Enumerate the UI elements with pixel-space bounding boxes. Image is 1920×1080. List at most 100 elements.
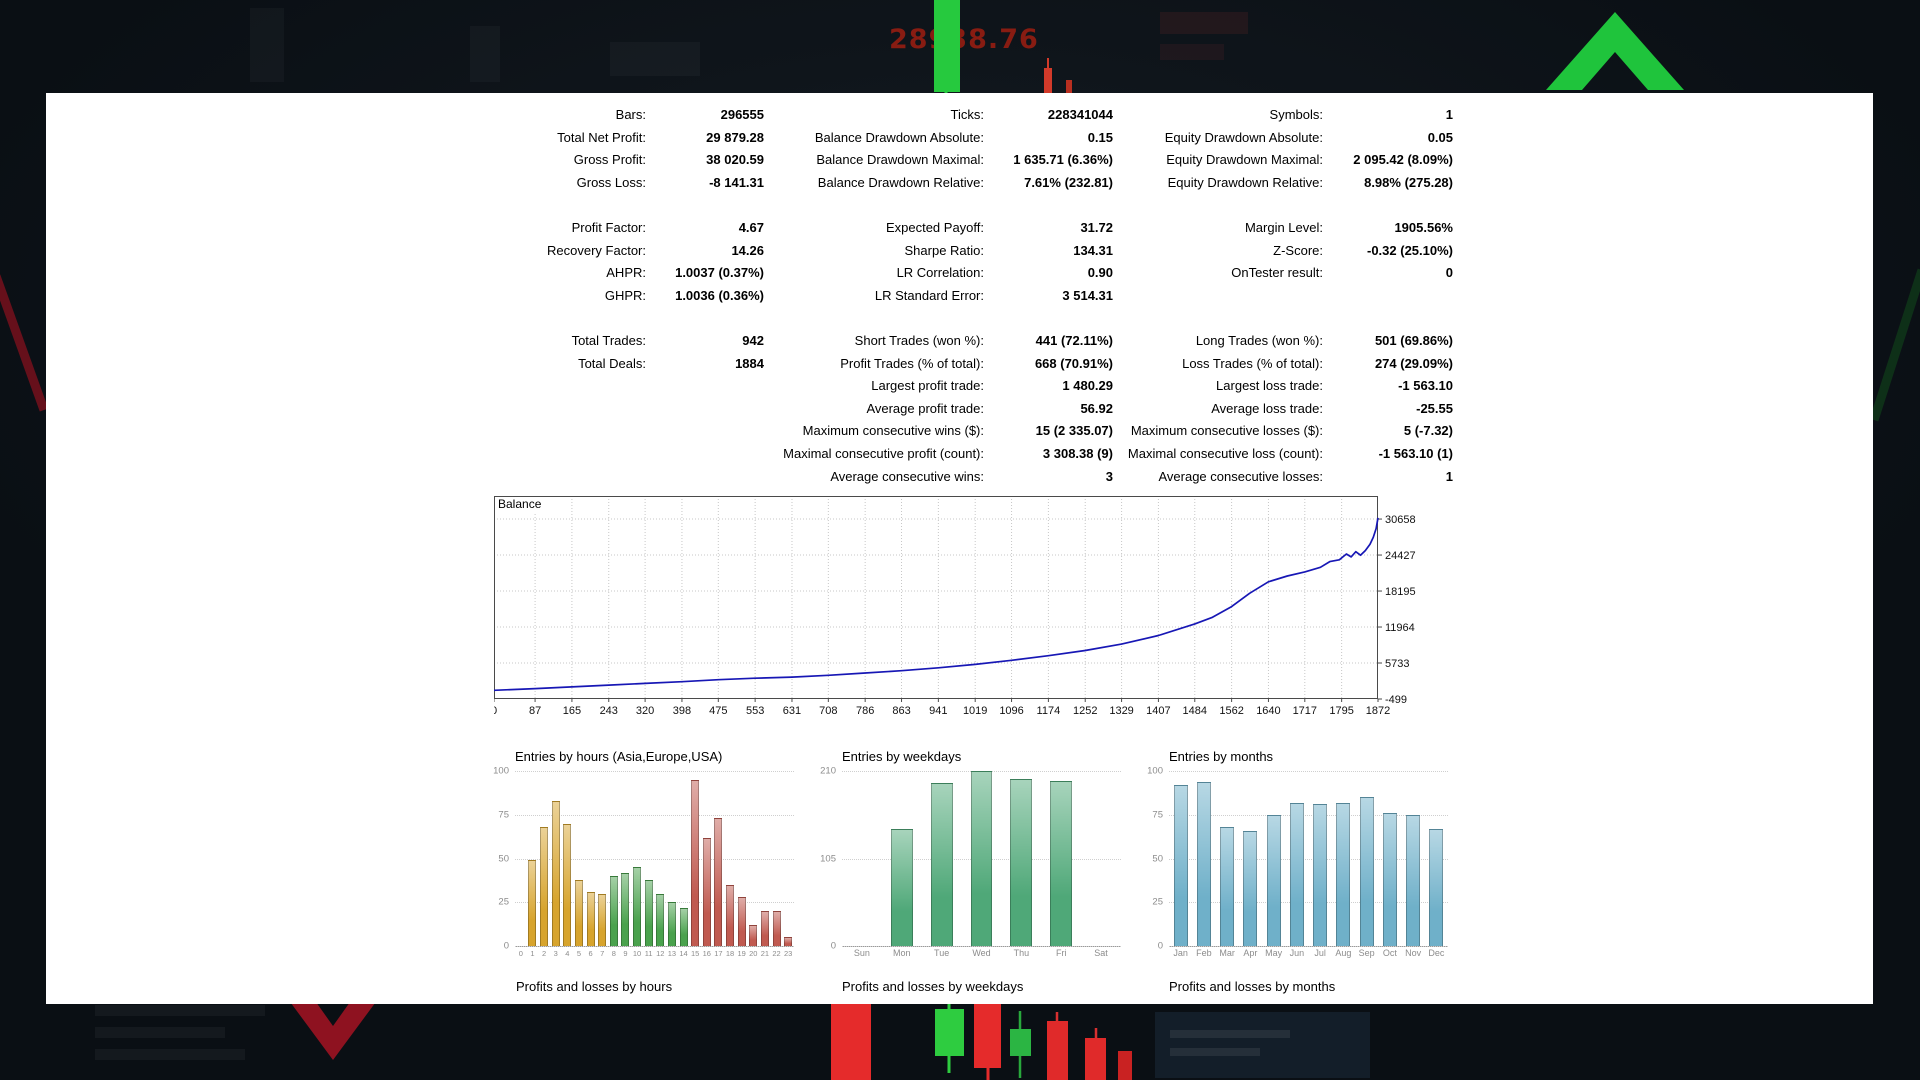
balance-chart-svg: 0 87 165 243 320 398 475 553 631 708 786 863 941 1019… <box>494 496 1416 717</box>
bar-5 <box>574 879 583 946</box>
stat-label: Equity Drawdown Relative: <box>1167 174 1323 190</box>
x-tick-label: 1562 <box>1219 705 1243 717</box>
chart-title: Entries by months <box>1169 749 1274 764</box>
gridline <box>1169 858 1448 860</box>
stat-label: Symbols: <box>1269 107 1323 122</box>
stat-label: Total Trades: <box>571 332 646 348</box>
x-tick-label: 0 <box>494 705 497 717</box>
bar-7 <box>598 893 607 946</box>
x-axis-labels: Jan Feb Mar Apr May Jun Jul Aug Sep Oct Nov Dec <box>1169 946 1448 960</box>
stat-value: 56.92 <box>1080 400 1113 416</box>
stat-label: Gross Profit: <box>573 152 646 168</box>
x-tick-label: 1640 <box>1256 705 1280 717</box>
x-tick-label: Jan <box>1173 948 1188 958</box>
stat-value: 296555 <box>720 107 764 122</box>
x-tick-label: 1407 <box>1146 705 1170 717</box>
bar-Fri <box>1050 781 1073 946</box>
stat-label: LR Standard Error: <box>874 287 984 303</box>
bar-Jun <box>1289 802 1304 946</box>
y-tick-label: 50 <box>498 853 509 864</box>
x-tick-label: 5 <box>576 949 582 958</box>
bar-Mon <box>890 829 913 946</box>
gridline <box>515 858 794 860</box>
y-tick-label: 0 <box>1157 940 1163 952</box>
green-diagonal-line <box>1869 268 1920 422</box>
bar-17 <box>714 818 723 946</box>
bar-12 <box>656 893 665 946</box>
bar-Oct <box>1382 813 1397 946</box>
y-tick-label: 50 <box>1152 853 1163 864</box>
x-tick-label: 1872 <box>1366 705 1390 717</box>
x-tick-label: 17 <box>714 949 723 958</box>
stat-value: 1.0036 (0.36%) <box>675 287 764 303</box>
balance-chart-title: Balance <box>496 497 547 512</box>
x-tick-label: 398 <box>673 705 691 717</box>
x-tick-label: Aug <box>1335 948 1352 958</box>
bar-May <box>1266 814 1281 946</box>
chart-title: Entries by hours (Asia,Europe,USA) <box>515 749 723 764</box>
y-axis-labels: 100 75 50 25 0 <box>1145 766 1166 952</box>
stat-label: Bars: <box>615 107 646 122</box>
bar-23 <box>784 937 793 946</box>
gridline <box>842 946 1121 947</box>
stat-value: 501 (69.86%) <box>1374 332 1453 348</box>
y-axis-labels: 210 105 0 <box>818 766 839 952</box>
y-tick-label: 25 <box>1152 896 1163 908</box>
stat-label: Equity Drawdown Absolute: <box>1164 129 1323 145</box>
x-tick-label: Nov <box>1405 948 1422 958</box>
stat-value: 3 <box>1105 468 1113 484</box>
faint-text-line <box>95 1049 245 1060</box>
candlestick-green <box>935 1009 964 1056</box>
bar-3 <box>551 800 560 946</box>
stat-value: 0.15 <box>1087 129 1113 145</box>
plot-frame <box>494 496 1378 699</box>
stat-label: Total Deals: <box>578 355 646 371</box>
stat-label: Total Net Profit: <box>557 129 646 145</box>
plot-area <box>1169 771 1448 947</box>
bar-Wed <box>970 771 993 946</box>
stat-label <box>46 466 646 489</box>
x-tick-label: Mon <box>893 948 911 958</box>
bar-18 <box>726 884 734 946</box>
x-axis-labels: 0 1 2 3 4 5 6 7 8 9 10 11 12 13 14 15 16 17 18 19 20 21 22 23 <box>515 946 794 960</box>
plot-area <box>842 771 1121 947</box>
entries-by-weekdays-chart: Entries by weekdays 210 105 0 Sun Mon Tue Wed… <box>818 749 1130 960</box>
stat-label <box>46 398 646 421</box>
stat-label <box>46 420 646 443</box>
stat-value: 29 879.28 <box>706 129 764 145</box>
stat-label: AHPR: <box>606 265 646 281</box>
stat-value: 942 <box>742 332 764 348</box>
x-axis-labels: Sun Mon Tue Wed Thu Fri Sat <box>842 946 1121 960</box>
stat-value: 134.31 <box>1073 242 1113 258</box>
stat-label: Average profit trade: <box>866 400 984 416</box>
stat-value: 441 (72.11%) <box>1035 332 1113 348</box>
stats-group-spacer <box>46 194 1453 212</box>
candlestick-red <box>1118 1051 1132 1080</box>
x-tick-label: 1795 <box>1329 705 1353 717</box>
stat-value: 274 (29.09%) <box>1374 355 1453 371</box>
x-tick-label: Jun <box>1289 948 1305 958</box>
x-tick-label: 1096 <box>999 705 1023 717</box>
x-tick-label: 9 <box>623 949 628 958</box>
gridline <box>515 814 794 816</box>
y-tick-label: 11964 <box>1385 622 1415 634</box>
bar-14 <box>679 907 688 946</box>
x-tick-label: 10 <box>632 949 642 958</box>
stat-value: 1 <box>1445 107 1453 122</box>
bar-1 <box>528 860 537 946</box>
chart-title: Entries by weekdays <box>842 749 962 764</box>
stat-value: 0.05 <box>1427 129 1453 145</box>
bar-13 <box>667 902 676 946</box>
stat-label: LR Correlation: <box>896 265 984 281</box>
stat-label: Margin Level: <box>1244 219 1323 235</box>
stat-value: 1905.56% <box>1394 219 1453 235</box>
section-title-profits-by-hours: Profits and losses by hours <box>516 979 673 994</box>
x-tick-label: May <box>1265 948 1283 958</box>
bar-21 <box>760 911 769 946</box>
faint-text-line <box>1170 1030 1290 1038</box>
report-panel: Bars: 296555 Ticks: 228341044 Symbols: 1 Total… <box>46 93 1873 1004</box>
faint-quote-block <box>1160 12 1248 34</box>
x-tick-label: 786 <box>856 705 874 717</box>
x-tick-label: Thu <box>1013 948 1030 958</box>
bar-Tue <box>930 782 953 946</box>
